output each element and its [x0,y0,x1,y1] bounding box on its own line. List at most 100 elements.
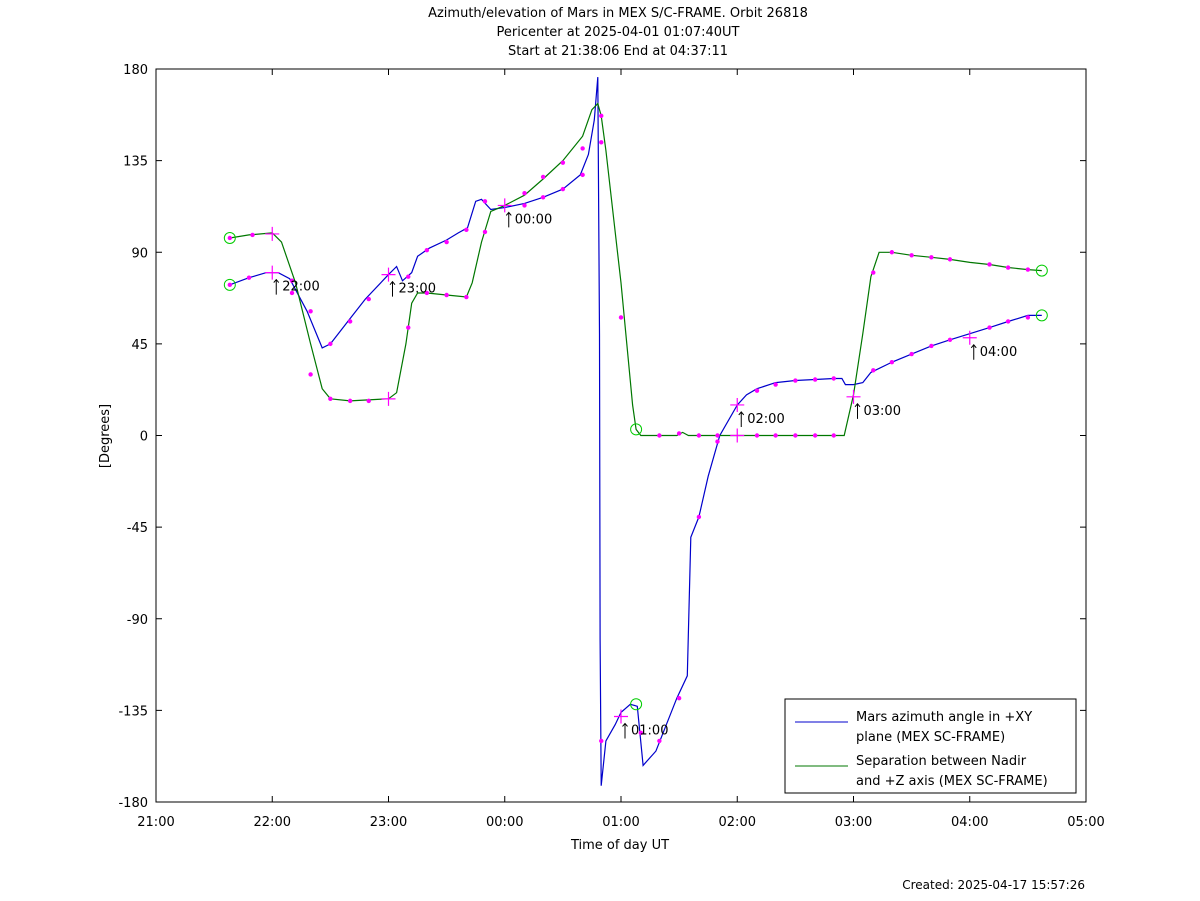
azimuth-data-point [909,351,914,357]
x-tick-label: 00:00 [486,815,523,830]
azimuth-data-point [947,337,953,343]
azimuth-data-point [347,319,353,324]
separation-data-point [366,398,371,404]
x-tick-label: 02:00 [719,815,756,830]
azimuth-data-point [464,227,469,233]
separation-data-point [424,290,430,296]
azimuth-data-point [929,343,934,349]
separation-data-point [464,294,469,300]
hour-cross-marker [730,397,745,412]
legend-box [784,698,1077,794]
separation-data-point [308,372,313,377]
separation-data-point [929,255,934,260]
azimuth-data-point [580,172,585,178]
azimuth-data-point [308,309,313,314]
azimuth-data-point [482,199,488,204]
azimuth-data-point [1025,315,1031,320]
separation-data-point [909,253,914,258]
hour-annotation-arrow [622,722,628,739]
hour-cross-marker [614,709,628,724]
series-line-azimuth [229,77,1042,786]
hour-cross-marker [381,267,396,282]
hour-annotation-arrow [273,278,280,295]
azimuth-data-point [444,239,449,245]
legend-label-azimuth-line-2: plane (MEX SC-FRAME) [856,730,1005,745]
plot-area-frame [155,68,1087,803]
hour-annotation-arrow [854,403,861,419]
azimuth-data-point [424,248,430,253]
hour-annotation-arrow [970,343,977,360]
hour-annotation-label: 00:00 [515,212,552,227]
series-lines [229,77,1042,786]
hour-cross-marker [265,226,280,241]
x-tick-label: 01:00 [602,815,639,830]
azimuth-data-point [871,368,876,373]
created-timestamp: Created: 2025-04-17 15:57:26 [902,878,1085,892]
endpoint-circle-marker [223,231,236,244]
separation-data-point [580,146,585,151]
legend-label-azimuth-line-1: Mars azimuth angle in +XY [856,710,1032,725]
separation-data-point [754,433,760,438]
azimuth-data-point [289,278,295,283]
title-line-3: Start at 21:38:06 End at 04:37:11 [508,44,728,59]
separation-data-point [289,290,295,296]
azimuth-data-point [657,738,662,744]
hour-annotation-arrow [389,280,396,297]
separation-data-point [696,433,702,438]
azimuth-data-point [793,378,798,383]
hour-cross-marker [846,389,861,404]
y-tick-label: -45 [127,521,148,536]
azimuth-data-point [366,296,371,302]
hour-annotation-label: 23:00 [399,282,436,297]
separation-data-point [540,174,546,180]
legend: Mars azimuth angle in +XY plane (MEX SC-… [784,698,1077,794]
azimuth-data-point [227,282,233,288]
hour-annotation-label: 01:00 [631,723,668,738]
x-axis-label: Time of day UT [570,838,669,853]
endpoint-circle-marker [630,698,643,711]
separation-data-point [482,229,488,235]
azimuth-data-point [540,195,546,200]
y-tick-label: 0 [140,430,148,445]
azimuth-data-point [754,388,760,393]
separation-data-point [250,232,255,238]
azimuth-data-point [522,203,527,208]
separation-data-point [871,270,876,275]
azimuth-data-point [246,275,252,280]
y-tick-label: -135 [118,704,148,719]
hour-cross-marker [497,198,512,213]
azimuth-data-point [773,382,778,387]
y-tick-label: -180 [118,796,148,811]
separation-data-point [676,431,682,436]
hour-annotation-label: 02:00 [747,412,784,427]
separation-data-point [618,315,624,320]
separation-data-point [773,433,778,438]
azimuth-data-point [987,325,992,330]
separation-data-point [328,396,333,402]
legend-label-separation-line-1: Separation between Nadir [856,754,1027,769]
y-tick-label: -90 [127,613,148,628]
y-axis-ticks: 180 135 90 45 0 -45 -90 -135 -180 [118,63,1086,811]
azimuth-data-point [1005,319,1011,324]
y-axis-label: [Degrees] [98,404,113,468]
endpoint-circle-marker [1035,309,1048,322]
azimuth-data-point [676,695,682,701]
azimuth-data-point [406,274,411,279]
x-tick-label: 04:00 [951,815,988,830]
y-tick-label: 180 [123,63,148,78]
x-tick-label: 05:00 [1067,815,1104,830]
separation-data-point [889,250,895,255]
azimuth-data-point [696,514,702,520]
series-line-separation [229,102,1042,437]
x-axis-ticks: 21:00 22:00 23:00 00:00 01:00 02:00 03:00 04:00… [137,69,1105,830]
x-tick-label: 03:00 [835,815,872,830]
title-line-1: Azimuth/elevation of Mars in MEX S/C-FRA… [428,6,808,21]
azimuth-data-point [599,738,604,744]
azimuth-data-point [560,186,566,192]
x-tick-label: 23:00 [370,815,407,830]
separation-data-point [522,191,527,196]
hour-annotation-arrow [738,411,745,427]
separation-data-point [347,398,353,404]
legend-label-separation-line-2: and +Z axis (MEX SC-FRAME) [856,774,1048,789]
